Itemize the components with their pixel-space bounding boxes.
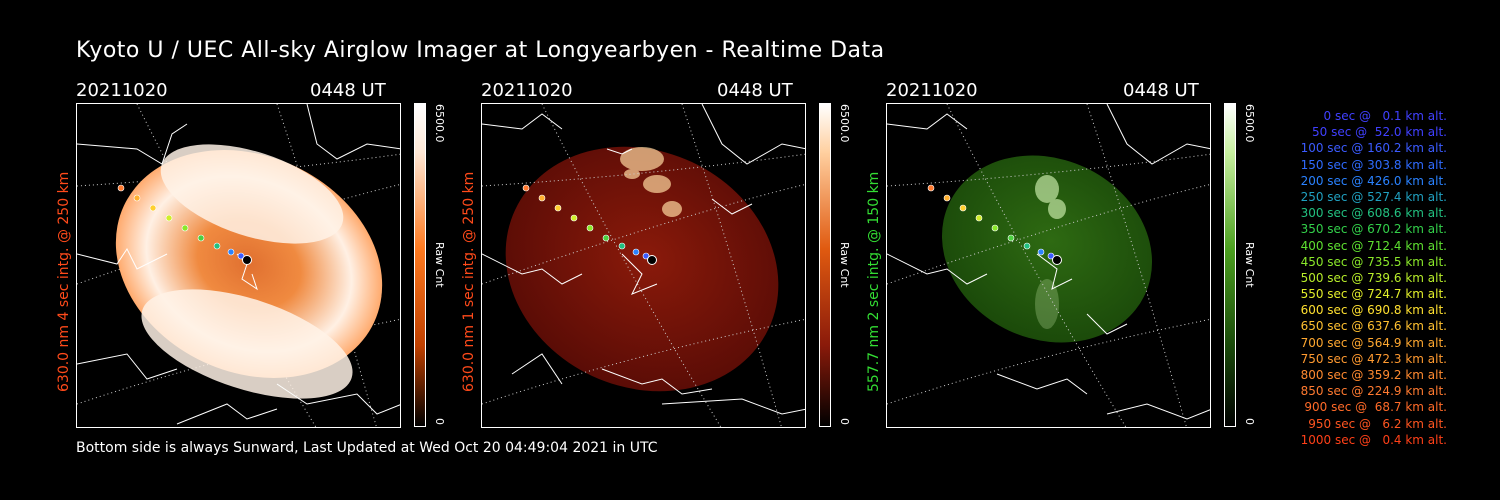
legend-entry: 150 sec @ 303.8 km alt. [1300,157,1447,172]
panel-2-map [482,104,805,427]
panel-2-cbar-max: 6500.0 [838,104,851,143]
legend-entry: 750 sec @ 472.3 km alt. [1300,351,1447,366]
panel-2-date: 20211020 [481,80,573,101]
panel-3-cbar-unit: Raw Cnt [1243,242,1256,288]
trajectory-track [522,184,657,265]
panel-1-map [77,104,400,427]
aurora-patch [620,147,682,217]
panel-2-cbar-min: 0 [838,418,851,425]
legend-entry: 100 sec @ 160.2 km alt. [1300,141,1447,156]
legend-entry: 650 sec @ 637.6 km alt. [1300,319,1447,334]
footer-status: Bottom side is always Sunward, Last Upda… [76,440,658,456]
legend-entry: 0 sec @ 0.1 km alt. [1323,109,1448,123]
panel-3-date: 20211020 [886,80,978,101]
panel-1-cbar-unit: Raw Cnt [433,242,446,288]
legend-entry: 550 sec @ 724.7 km alt. [1300,287,1447,302]
trajectory-track [927,184,1062,265]
legend-entry: 50 sec @ 52.0 km alt. [1312,125,1447,140]
coastline-icon [482,104,805,415]
legend-entry: 700 sec @ 564.9 km alt. [1300,335,1447,350]
airglow-disk [505,146,779,392]
panel-1-date: 20211020 [76,80,168,101]
panel-3-cbar-min: 0 [1243,418,1256,425]
airglow-disk [941,155,1153,343]
panel-1-colorbar [414,103,426,427]
legend-entry: 450 sec @ 735.5 km alt. [1300,254,1447,269]
panel-2-ylabel: 630.0 nm 1 sec intg. @ 250 km [461,171,477,392]
coastline-icon [887,104,1210,420]
panel-1-cbar-max: 6500.0 [433,104,446,143]
legend-entry: 950 sec @ 6.2 km alt. [1308,416,1447,431]
panel-2-time: 0448 UT [717,80,793,101]
panel-2-colorbar [819,103,831,427]
panel-3-map [887,104,1210,427]
allsky-image-630nm-4sec [76,103,401,428]
panel-2-cbar-unit: Raw Cnt [838,242,851,288]
legend-entry: 850 sec @ 224.9 km alt. [1300,384,1447,399]
panel-3-colorbar [1224,103,1236,427]
legend-entry: 600 sec @ 690.8 km alt. [1300,303,1447,318]
panel-3-time: 0448 UT [1123,80,1199,101]
legend-entry: 200 sec @ 426.0 km alt. [1300,173,1447,188]
page-title: Kyoto U / UEC All-sky Airglow Imager at … [76,38,885,63]
altitude-legend: 0 sec @ 0.1 km alt. 50 sec @ 52.0 km alt.… [1262,108,1447,448]
panel-1-ylabel: 630.0 nm 4 sec intg. @ 250 km [56,171,72,392]
panel-3-ylabel: 557.7 nm 2 sec intg. @ 150 km [866,171,882,392]
panel-1-cbar-min: 0 [433,418,446,425]
legend-entry: 800 sec @ 359.2 km alt. [1300,368,1447,382]
legend-entry: 900 sec @ 68.7 km alt. [1304,400,1447,415]
legend-entry: 1000 sec @ 0.4 km alt. [1300,432,1447,447]
coastline-icon [77,104,400,425]
legend-entry: 300 sec @ 608.6 km alt. [1300,206,1447,221]
panel-1-time: 0448 UT [310,80,386,101]
legend-entry: 500 sec @ 739.6 km alt. [1300,270,1447,285]
allsky-image-630nm-1sec [481,103,806,428]
legend-entry: 400 sec @ 712.4 km alt. [1300,238,1447,253]
legend-entry: 250 sec @ 527.4 km alt. [1300,189,1447,204]
trajectory-track [117,184,252,265]
allsky-image-557nm-2sec [886,103,1211,428]
aurora-patch [1035,175,1066,329]
panel-3-cbar-max: 6500.0 [1243,104,1256,143]
legend-entry: 350 sec @ 670.2 km alt. [1300,222,1447,237]
